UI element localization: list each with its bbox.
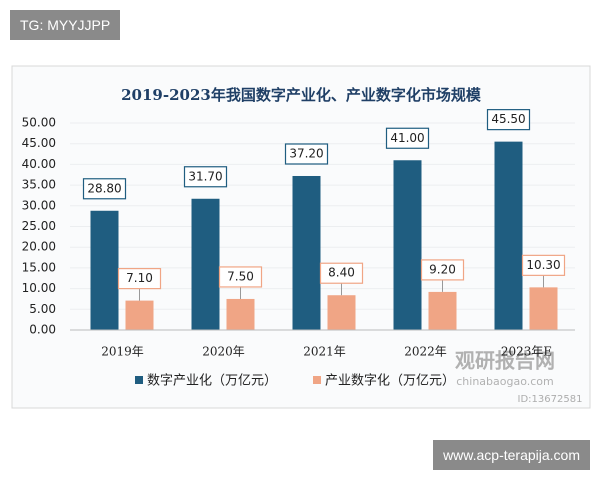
bar [226,298,255,330]
bar [90,210,119,330]
bar [494,141,523,330]
y-tick-label: 20.00 [22,240,56,254]
bar [529,287,558,330]
y-tick-label: 10.00 [22,281,56,295]
chart-title: 2019-2023年我国数字产业化、产业数字化市场规模 [121,86,482,104]
bar [125,300,154,330]
y-tick-label: 50.00 [22,116,56,130]
bar [428,291,457,330]
bar [292,175,321,330]
value-label-box [486,109,531,131]
y-tick-label: 25.00 [22,219,56,233]
y-tick-label: 0.00 [29,323,56,337]
channel-tag: TG: MYYJJPP [10,10,121,40]
value-label: 7.10 [126,271,153,285]
watermark-brand: 观研报告网 [455,349,555,373]
y-tick-label: 35.00 [22,178,56,192]
value-label: 8.40 [328,266,355,280]
value-label: 37.20 [289,146,323,160]
y-tick-label: 40.00 [22,157,56,171]
value-label-box [82,178,127,200]
legend-label: 产业数字化（万亿元） [325,374,455,389]
bar [393,160,422,330]
y-tick-label: 5.00 [29,302,56,316]
value-label: 9.20 [429,262,456,276]
value-label-box [420,259,465,281]
value-label-box [521,254,566,276]
value-label-box [117,268,162,290]
legend-label: 数字产业化（万亿元） [147,374,277,389]
y-tick-label: 30.00 [22,198,56,212]
watermark-domain: chinabaogao.com [456,375,554,388]
y-tick-label: 45.00 [22,136,56,150]
value-label: 41.00 [390,131,424,145]
y-tick-label: 15.00 [22,260,56,274]
value-label-box [385,127,430,149]
value-label-box [183,166,228,188]
x-tick-label: 2019年 [101,345,144,359]
site-tag: www.acp-terapija.com [433,440,590,470]
legend-swatch [135,376,143,384]
bar [191,198,220,330]
value-label: 45.50 [491,112,525,126]
legend-swatch [313,376,321,384]
value-label: 31.70 [188,169,222,183]
bar [327,295,356,330]
value-label: 10.30 [526,258,560,272]
watermark-id: ID:13672581 [518,394,583,405]
value-label: 28.80 [87,181,121,195]
value-label-box [319,262,364,284]
value-label-box [284,143,329,165]
value-label-box [218,266,263,288]
x-tick-label: 2020年 [202,345,245,359]
x-tick-label: 2022年 [404,345,447,359]
x-tick-label: 2021年 [303,345,346,359]
value-label: 7.50 [227,269,254,283]
x-tick-label: 2023年E [501,345,552,359]
